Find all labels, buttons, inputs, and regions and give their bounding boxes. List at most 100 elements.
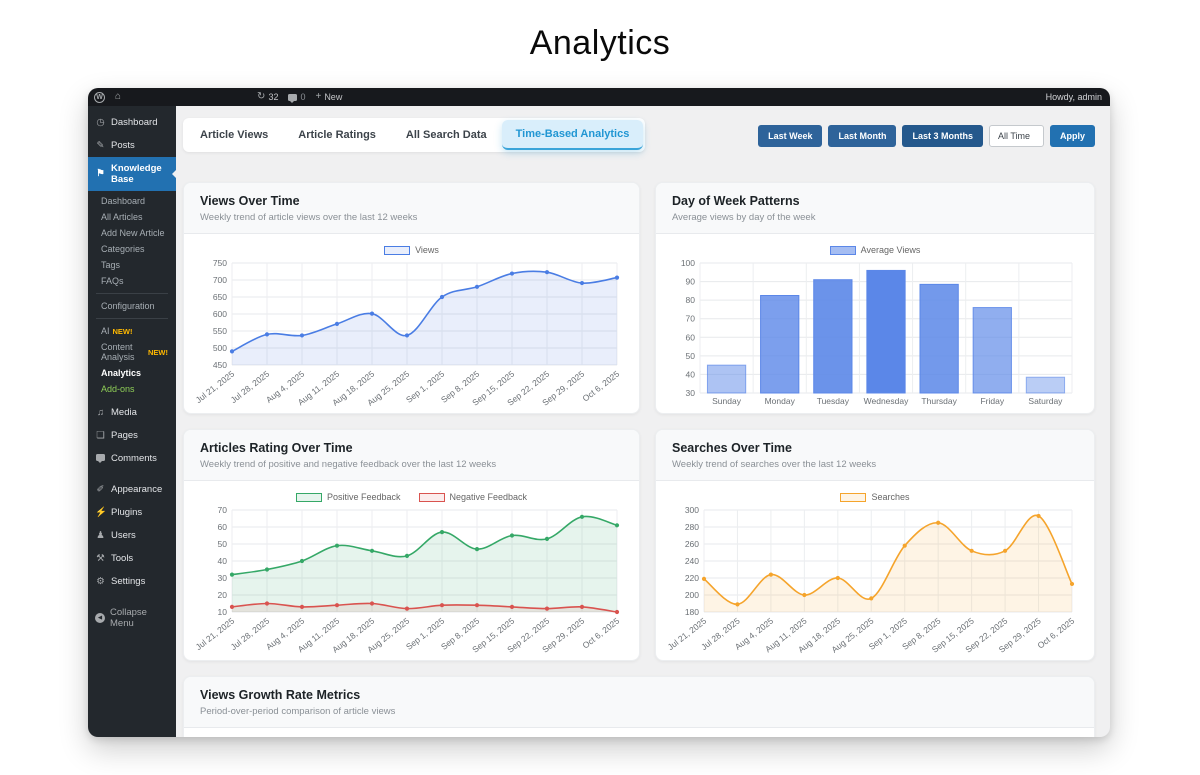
submenu-label: FAQs xyxy=(101,276,124,286)
tab-all-search-data[interactable]: All Search Data xyxy=(405,129,487,141)
svg-text:50: 50 xyxy=(218,539,228,549)
svg-text:750: 750 xyxy=(213,258,227,268)
sidebar-item-posts[interactable]: ✎ Posts xyxy=(88,134,176,157)
chart-canvas[interactable]: 30 40 50 60 70 80 90 100 Sunday Monday Tuesday Wedn… xyxy=(670,257,1080,409)
apply-button[interactable]: Apply xyxy=(1049,125,1095,147)
card-body: Average Views 30 40 50 60 70 80 90 100 Sunday Mon… xyxy=(656,234,1094,413)
last-month-button[interactable]: Last Month xyxy=(828,125,897,147)
submenu-label: AI xyxy=(101,326,110,336)
sidebar-label-users: Users xyxy=(111,530,136,541)
charts-grid: Views Over Time Weekly trend of article … xyxy=(183,182,1095,737)
sidebar-item-appearance[interactable]: ✐ Appearance xyxy=(88,478,176,501)
card-title: Day of Week Patterns xyxy=(672,194,800,208)
card-header: Articles Rating Over Time Weekly trend o… xyxy=(184,430,639,481)
submenu-label: All Articles xyxy=(101,212,143,222)
submenu-item-add-ons[interactable]: Add-ons xyxy=(88,381,176,397)
submenu-item-ai[interactable]: AI NEW! xyxy=(88,323,176,339)
svg-text:70: 70 xyxy=(686,314,696,324)
views-over-time-card: Views Over Time Weekly trend of article … xyxy=(183,182,640,414)
new-label: New xyxy=(324,92,343,102)
sidebar-label-tools: Tools xyxy=(111,553,134,564)
submenu-item-faqs[interactable]: FAQs xyxy=(88,273,176,289)
card-subtitle: Weekly trend of searches over the last 1… xyxy=(672,459,877,470)
submenu-label: Add-ons xyxy=(101,384,135,394)
sidebar-item-knowledge-base[interactable]: ⚑ Knowledge Base xyxy=(88,157,176,191)
svg-text:280: 280 xyxy=(685,522,699,532)
submenu-item-configuration[interactable]: Configuration xyxy=(88,298,176,314)
svg-text:700: 700 xyxy=(213,275,227,285)
submenu-item-tags[interactable]: Tags xyxy=(88,257,176,273)
last-week-button[interactable]: Last Week xyxy=(758,125,823,147)
knowledge-base-submenu: Dashboard All Articles Add New Article C… xyxy=(88,191,176,401)
wrench-icon: ⚒ xyxy=(96,552,105,564)
svg-text:30: 30 xyxy=(686,388,696,398)
sidebar-item-tools[interactable]: ⚒ Tools xyxy=(88,547,176,570)
chart-legend: Average Views xyxy=(670,245,1080,255)
svg-text:260: 260 xyxy=(685,539,699,549)
chart-legend: Views xyxy=(198,245,625,255)
views-over-time-chart: Views 450 500 550 600 650 700 750 Jul 21, 2025 J… xyxy=(194,245,625,409)
submenu-item-kb-dashboard[interactable]: Dashboard xyxy=(88,193,176,209)
wordpress-logo-icon: W xyxy=(94,91,105,103)
tab-article-views[interactable]: Article Views xyxy=(200,129,269,141)
last-3-months-button[interactable]: Last 3 Months xyxy=(902,125,983,147)
svg-text:Tuesday: Tuesday xyxy=(817,396,850,406)
sidebar-label-posts: Posts xyxy=(111,140,135,151)
card-body: Positive Feedback Negative Feedback 10 20 3… xyxy=(184,481,639,660)
admin-bar: W ⌂ ↻ 32 0 + New Howdy, admin xyxy=(88,88,1110,106)
page-title: Analytics xyxy=(529,24,671,62)
time-range-select[interactable]: All Time xyxy=(988,125,1044,147)
sidebar-gap xyxy=(88,593,176,601)
sidebar-item-media[interactable]: ♫ Media xyxy=(88,401,176,424)
submenu-item-all-articles[interactable]: All Articles xyxy=(88,209,176,225)
sidebar-item-comments[interactable]: Comments xyxy=(88,447,176,470)
sidebar-label-plugins: Plugins xyxy=(111,507,143,518)
wordpress-logo-menu[interactable]: W xyxy=(94,91,105,103)
plugin-icon: ⚡ xyxy=(95,506,107,518)
svg-text:300: 300 xyxy=(685,505,699,515)
tab-article-ratings[interactable]: Article Ratings xyxy=(298,129,376,141)
card-header: Day of Week Patterns Average views by da… xyxy=(656,183,1094,234)
howdy-admin-menu[interactable]: Howdy, admin xyxy=(1046,92,1104,102)
svg-text:240: 240 xyxy=(685,556,699,566)
sidebar-item-plugins[interactable]: ⚡ Plugins xyxy=(88,501,176,524)
admin-sidebar: ◷ Dashboard ✎ Posts ⚑ Knowledge Base Das… xyxy=(88,106,176,737)
svg-text:30: 30 xyxy=(218,573,228,583)
submenu-item-categories[interactable]: Categories xyxy=(88,241,176,257)
sidebar-item-collapse-menu[interactable]: ◀ Collapse Menu xyxy=(88,601,176,635)
svg-text:70: 70 xyxy=(218,505,228,515)
svg-text:10: 10 xyxy=(218,607,228,617)
submenu-item-content-analysis[interactable]: Content Analysis NEW! xyxy=(88,339,176,365)
sidebar-item-settings[interactable]: ⚙ Settings xyxy=(88,570,176,593)
new-content-menu[interactable]: + New xyxy=(315,92,343,103)
card-subtitle: Average views by day of the week xyxy=(672,212,816,223)
svg-text:60: 60 xyxy=(686,332,696,342)
comment-bubble-icon xyxy=(288,93,298,103)
card-header: Views Growth Rate Metrics Period-over-pe… xyxy=(184,677,1094,728)
howdy-text: Howdy, admin xyxy=(1045,92,1102,102)
wordpress-admin-window: W ⌂ ↻ 32 0 + New Howdy, admin xyxy=(88,88,1110,737)
sidebar-item-users[interactable]: ♟ Users xyxy=(88,524,176,547)
sidebar-label-appearance: Appearance xyxy=(111,484,163,495)
sidebar-item-pages[interactable]: ❏ Pages xyxy=(88,424,176,447)
submenu-item-analytics[interactable]: Analytics xyxy=(88,365,176,381)
chart-legend: Searches xyxy=(670,492,1080,502)
visit-site-link[interactable]: ⌂ xyxy=(115,92,121,102)
comments-link[interactable]: 0 xyxy=(288,92,305,103)
submenu-label: Analytics xyxy=(101,368,142,378)
analytics-tabs: Article Views Article Ratings All Search… xyxy=(183,118,646,152)
main-content: Article Views Article Ratings All Search… xyxy=(176,106,1110,737)
articles-rating-over-time-card: Articles Rating Over Time Weekly trend o… xyxy=(183,429,640,661)
card-subtitle: Weekly trend of article views over the l… xyxy=(200,212,418,223)
dashboard-gauge-icon: ◷ xyxy=(96,116,105,128)
sidebar-item-dashboard[interactable]: ◷ Dashboard xyxy=(88,111,176,134)
submenu-label: Categories xyxy=(101,244,145,254)
tab-time-based-analytics[interactable]: Time-Based Analytics xyxy=(501,120,644,150)
updates-link[interactable]: ↻ 32 xyxy=(257,92,278,103)
chart-legend: Positive Feedback Negative Feedback xyxy=(198,492,625,502)
svg-text:650: 650 xyxy=(213,292,227,302)
submenu-item-add-new-article[interactable]: Add New Article xyxy=(88,225,176,241)
